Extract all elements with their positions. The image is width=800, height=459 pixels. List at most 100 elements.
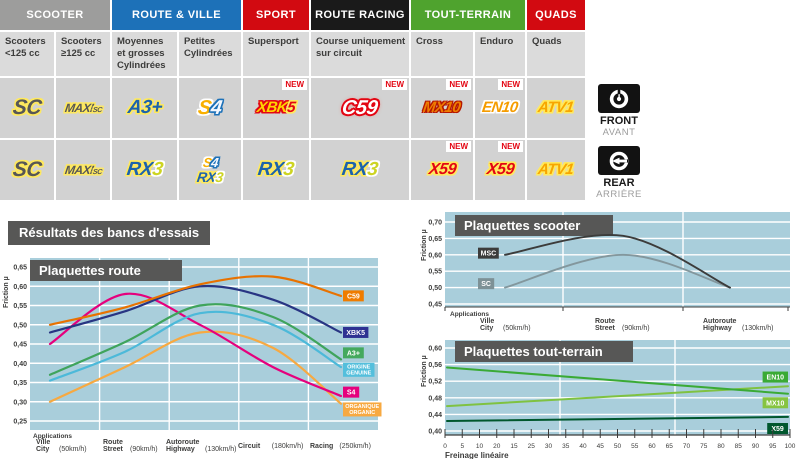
series-badge-label: A3+ (347, 350, 360, 357)
product-badge-a3+: A3+ (126, 96, 163, 118)
product-badge-atv1: ATV1 (537, 99, 575, 117)
column-header: Scooters <125 cc (0, 32, 54, 76)
group-header-sport: SPORT (243, 0, 309, 30)
group-header-route-racing: ROUTE RACING (311, 0, 409, 30)
chart-plaquettes-scooter: 0,70 0,65 0,60 0,55 0,50 0,45 Friction µ Plaque… (421, 212, 790, 332)
product-badge-rx3: RX3 (125, 158, 164, 180)
x-tick-label: 90 (752, 443, 760, 450)
product-cell-rear: NEW X59 (475, 140, 525, 200)
y-tick-label: 0,30 (13, 399, 27, 406)
product-cell-rear: S4 RX3 (179, 140, 241, 200)
x-category-label: Autoroute (703, 318, 737, 325)
series-badge-EN10 (762, 371, 788, 383)
column-header: Enduro (475, 32, 525, 76)
product-badge-x59: X59 (485, 161, 515, 179)
series-badge-label: MX10 (766, 400, 784, 407)
y-tick-label: 0,70 (428, 220, 442, 227)
series-line-MSC (504, 234, 731, 289)
x-category-speed: (50km/h) (59, 446, 87, 453)
x-tick-label: 80 (717, 443, 725, 450)
x-category-label: Street (103, 446, 124, 453)
new-badge: NEW (446, 141, 471, 152)
series-badge-label: ORIGINE (347, 364, 371, 370)
x-tick-label: 95 (769, 443, 777, 450)
series-badge-label: ORGANIC (349, 410, 375, 416)
y-tick-label: 0,50 (428, 285, 442, 292)
product-badge-xbk5: XBK5 (255, 99, 297, 117)
product-cell-front: S4 (179, 78, 241, 138)
x-category-label: Highway (166, 446, 195, 453)
product-badge-mx10: MX10 (422, 99, 462, 117)
product-badge-s4: S4 (201, 154, 219, 170)
x-category-label: Ville (36, 439, 50, 446)
series-badge-MX10 (762, 397, 788, 409)
column-header: Scooters ≥125 cc (56, 32, 110, 76)
product-cell-front: NEW EN10 (475, 78, 525, 138)
series-line-EN10 (446, 366, 789, 395)
x-tick-label: 15 (510, 443, 518, 450)
y-tick-label: 0,52 (428, 379, 442, 386)
new-badge: NEW (446, 79, 471, 90)
x-tick-label: 70 (683, 443, 691, 450)
series-badge-ORGANIQUE ORGANIC (343, 402, 382, 417)
series-line-S4 (48, 292, 343, 398)
group-header-scooter: SCOOTER (0, 0, 110, 30)
series-badge-label: C59 (347, 293, 360, 300)
y-tick-label: 0,40 (428, 429, 442, 436)
column-header: Quads (527, 32, 585, 76)
series-line-ORIGINE GENUINE (48, 310, 343, 382)
product-badge-en10: EN10 (481, 99, 520, 117)
product-badge-maxisc: MAXISC (63, 163, 103, 178)
x-tick-label: 50 (614, 443, 622, 450)
front-label-fr: AVANT (602, 127, 636, 138)
x-tick-label: 10 (476, 443, 484, 450)
product-badge-x59: X59 (427, 161, 457, 179)
applications-label: Applications (450, 311, 489, 318)
product-cell-front: A3+ (112, 78, 177, 138)
rear-brake-disc-icon (598, 146, 640, 175)
rear-label-fr: ARRIÈRE (596, 189, 642, 200)
x-category-label: Racing (310, 443, 333, 450)
x-category-label: Circuit (238, 443, 261, 450)
front-label: FRONT (600, 115, 638, 127)
product-badge-rx3: RX3 (196, 169, 225, 185)
chart-title: Plaquettes route (39, 263, 141, 278)
series-badge-label: GENUINE (346, 370, 371, 376)
series-line-X59 (446, 415, 789, 422)
x-category-speed: (130km/h) (742, 325, 774, 332)
product-badge-sc: SC (11, 96, 43, 120)
results-heading: Résultats des bancs d'essais (8, 221, 211, 245)
x-category-speed: (180km/h) (272, 443, 304, 450)
y-tick-label: 0,25 (13, 419, 27, 426)
x-category-label: Autoroute (166, 439, 200, 446)
column-header: Moyennes et grosses Cylindrées (112, 32, 177, 76)
chart-title: Plaquettes tout-terrain (464, 344, 603, 359)
series-line-XBK5 (48, 284, 343, 334)
product-badge-c59: C59 (340, 96, 380, 119)
new-badge: NEW (282, 79, 307, 90)
new-badge: NEW (498, 141, 523, 152)
x-tick-label: 5 (460, 443, 464, 450)
series-badge-label: EN10 (767, 375, 785, 382)
rear-label: REAR (603, 177, 635, 189)
product-cell-front: SC (0, 78, 54, 138)
column-header: Cross (411, 32, 473, 76)
column-header: Supersport (243, 32, 309, 76)
y-tick-label: 0,55 (428, 269, 442, 276)
x-tick-label: 25 (528, 443, 536, 450)
y-tick-label: 0,60 (13, 284, 27, 291)
product-cell-rear: MAXISC (56, 140, 110, 200)
y-tick-label: 0,50 (13, 322, 27, 329)
x-tick-label: 35 (562, 443, 570, 450)
y-tick-label: 0,60 (428, 252, 442, 259)
y-axis-label: Friction µ (421, 229, 428, 261)
x-tick-label: 75 (700, 443, 708, 450)
x-tick-label: 55 (631, 443, 639, 450)
x-category-label: Highway (703, 325, 732, 332)
y-axis-label: Friction µ (421, 355, 428, 387)
y-tick-label: 0,48 (428, 395, 442, 402)
y-tick-label: 0,35 (13, 380, 27, 387)
x-tick-label: 45 (597, 443, 605, 450)
chart-title: Plaquettes scooter (464, 218, 580, 233)
series-badge-MSC (478, 247, 499, 259)
